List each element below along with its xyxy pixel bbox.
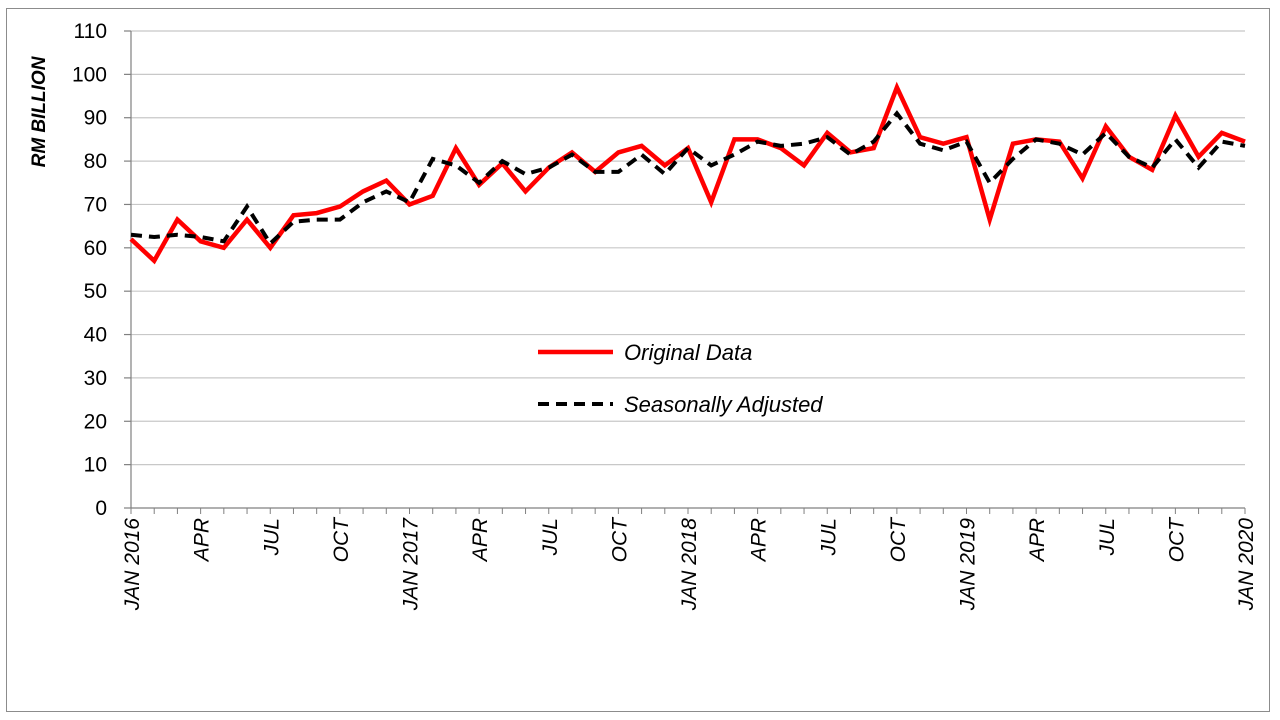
x-tick-label: JAN 2020: [1235, 518, 1258, 612]
x-tick-label: APR: [748, 518, 771, 563]
chart-frame: [6, 8, 1270, 712]
x-tick-label: JUL: [1096, 518, 1119, 556]
x-tick-label: OCT: [1165, 516, 1188, 563]
legend-label: Original Data: [624, 340, 752, 365]
y-tick-label: 110: [74, 20, 107, 43]
x-tick-label: JUL: [539, 518, 562, 556]
x-tick-label: JAN 2016: [121, 518, 144, 612]
y-tick-label: 0: [95, 497, 107, 520]
x-tick-label: JAN 2017: [400, 517, 423, 612]
x-tick-label: JAN 2019: [957, 518, 980, 612]
y-tick-label: 30: [84, 367, 107, 390]
y-tick-label: 50: [84, 280, 107, 303]
series-line-original-data: [129, 81, 1246, 265]
x-tick-label: APR: [1026, 518, 1049, 563]
y-tick-label: 10: [84, 454, 107, 477]
x-tick-label: APR: [191, 518, 214, 563]
x-tick-label: OCT: [330, 516, 353, 563]
gridlines: [131, 30, 1245, 466]
y-tick-label: 100: [72, 63, 107, 86]
y-tick-label: 80: [84, 150, 107, 173]
x-tick-label: JUL: [817, 518, 840, 556]
y-tick-label: 90: [84, 107, 107, 130]
legend-label: Seasonally Adjusted: [624, 392, 823, 417]
x-tick-label: JAN 2018: [678, 518, 701, 612]
y-axis-title: RM BILLION: [29, 55, 50, 167]
y-tick-label: 60: [84, 237, 107, 260]
y-tick-label: 20: [84, 410, 107, 433]
y-tick-label: 40: [84, 324, 107, 347]
series-line-seasonally-adjusted: [130, 110, 1246, 247]
x-tick-label: OCT: [887, 516, 910, 563]
series-lines: [129, 81, 1246, 265]
legend: Original Data Seasonally Adjusted: [538, 340, 823, 417]
x-tick-label: APR: [469, 518, 492, 563]
y-tick-label: 70: [84, 193, 107, 216]
x-tick-label: JUL: [260, 518, 283, 556]
axes: 0 10 20 30 40 50 60 70 80 90 100 110 JAN 2016 APR JUL O…: [72, 20, 1258, 611]
x-tick-label: OCT: [608, 516, 631, 563]
